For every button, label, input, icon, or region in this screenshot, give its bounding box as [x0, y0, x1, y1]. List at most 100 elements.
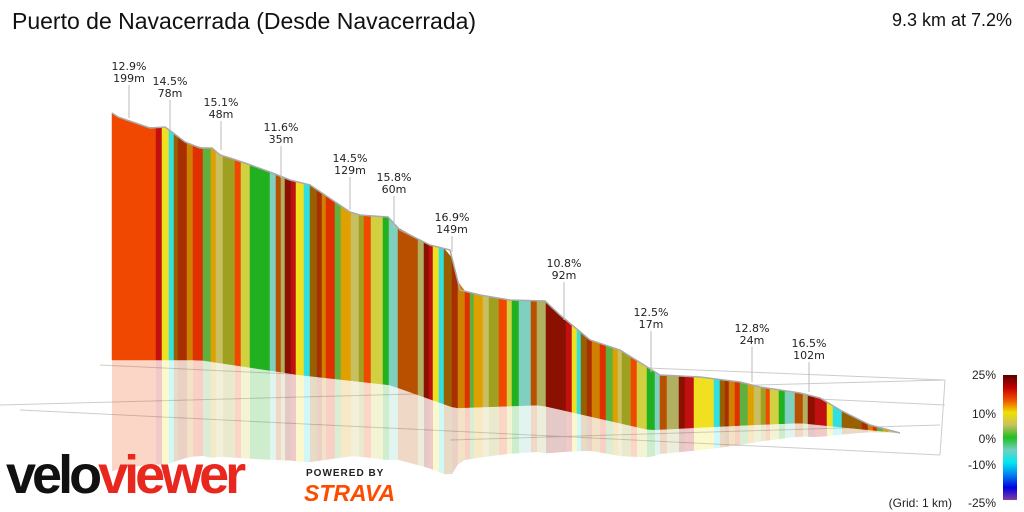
gradient-stripe [350, 211, 360, 382]
reflection-stripe [761, 424, 766, 442]
reflection-stripe [537, 405, 546, 454]
reflection-stripe [720, 426, 725, 448]
reflection-stripe [351, 380, 359, 457]
reflection-stripe [785, 423, 795, 439]
gradient-stripe [222, 155, 236, 366]
annotation-gradient: 14.5% [333, 152, 368, 165]
gradient-stripe [161, 126, 170, 361]
gradient-stripe [571, 324, 578, 414]
reflection-stripe [285, 372, 291, 461]
gradient-stripe [363, 215, 372, 384]
reflection-stripe [433, 400, 439, 473]
gradient-stripe [802, 393, 809, 425]
reflection-stripe [622, 423, 631, 457]
grid-line [939, 379, 946, 456]
reflection-stripe [458, 407, 465, 465]
reflection-stripe [694, 426, 714, 451]
gradient-stripe [127, 120, 134, 361]
gradient-stripe [136, 123, 144, 361]
reflection-stripe [203, 360, 211, 458]
gradient-stripe [617, 348, 623, 424]
gradient-stripe [482, 295, 490, 408]
gradient-stripe [659, 374, 668, 430]
reflection-stripe [725, 426, 729, 448]
gradient-stripe [747, 383, 755, 426]
gradient-stripe [275, 174, 282, 373]
veloviewer-logo: veloviewer [6, 445, 246, 505]
gradient-stripe [646, 366, 656, 431]
gradient-stripe [177, 136, 188, 361]
gradient-stripe [397, 227, 419, 396]
gradient-stripe [168, 129, 175, 361]
annotation-gradient: 16.9% [435, 211, 470, 224]
reflection-stripe [827, 425, 833, 437]
gradient-stripe [428, 244, 434, 401]
reflection-stripe [581, 414, 587, 452]
gradient-stripe [438, 246, 445, 405]
annotation-gradient: 15.8% [377, 171, 412, 184]
grid-line [19, 409, 941, 456]
annotation-gradient: 15.1% [204, 96, 239, 109]
reflection-stripe [618, 422, 622, 457]
annotation-length: 102m [793, 349, 825, 362]
gradient-stripe [280, 176, 286, 374]
reflection-stripe [766, 424, 770, 441]
reflection-stripe [592, 416, 600, 453]
legend-tick: 10% [972, 407, 996, 421]
reflection-stripe [631, 425, 637, 457]
annotation-gradient: 12.8% [735, 322, 770, 335]
gradient-stripe [290, 179, 297, 375]
gradient-stripe [234, 159, 242, 367]
gradient-stripe [370, 215, 384, 385]
gradient-stripe [316, 189, 323, 378]
reflection-stripe [398, 387, 418, 466]
gradient-stripe [713, 378, 721, 428]
reflection-stripe [193, 360, 203, 457]
annotation-length: 35m [269, 133, 294, 146]
reflection-stripe [276, 371, 281, 461]
reflection-stripe [808, 423, 815, 437]
gradient-stripe [693, 376, 715, 429]
gradient-stripe [724, 379, 730, 427]
reflection-stripe [162, 360, 169, 465]
reflection-stripe [714, 426, 720, 449]
reflection-stripe [685, 427, 694, 452]
reflection-stripe [120, 360, 128, 470]
gradient-stripe [186, 142, 194, 361]
gradient-stripe [210, 147, 217, 363]
reflection-stripe [216, 362, 223, 458]
reflection-stripe [341, 379, 351, 458]
reflection-stripe [148, 360, 156, 465]
gradient-stripe [469, 292, 475, 408]
reflection-stripe [660, 429, 667, 455]
reflection-stripe [531, 405, 537, 453]
reflection-stripe [174, 360, 178, 462]
gradient-stripe [249, 164, 271, 371]
reflection-stripe [474, 407, 483, 459]
gradient-stripe [269, 171, 277, 372]
annotations: 12.9%199m 14.5%78m15.1%48m11.6%35m14.5%12… [112, 60, 826, 392]
gradient-stripe [599, 342, 607, 421]
gradient-stripe [621, 350, 632, 426]
gradient-stripe [147, 127, 157, 361]
reflection-stripe [566, 410, 572, 452]
gradient-stripe [423, 241, 430, 400]
gradient-stripe [576, 328, 582, 415]
annotation-length: 60m [382, 183, 407, 196]
annotation-gradient: 12.9% [112, 60, 147, 73]
gradient-stripe [119, 117, 129, 361]
gradient-stripe [443, 247, 453, 408]
reflection-stripe [655, 429, 660, 456]
reflection-stripe [389, 384, 398, 460]
gradient-stripe [518, 299, 532, 407]
annotation-length: 48m [209, 108, 234, 121]
reflection-stripe [322, 377, 326, 461]
gradient-stripe [457, 281, 466, 409]
powered-by-label: POWERED BY [306, 468, 385, 479]
reflection-stripe [439, 402, 444, 475]
reflection-stripe [815, 424, 827, 437]
gradient-stripe [111, 112, 121, 361]
reflection-stripe [383, 384, 389, 460]
